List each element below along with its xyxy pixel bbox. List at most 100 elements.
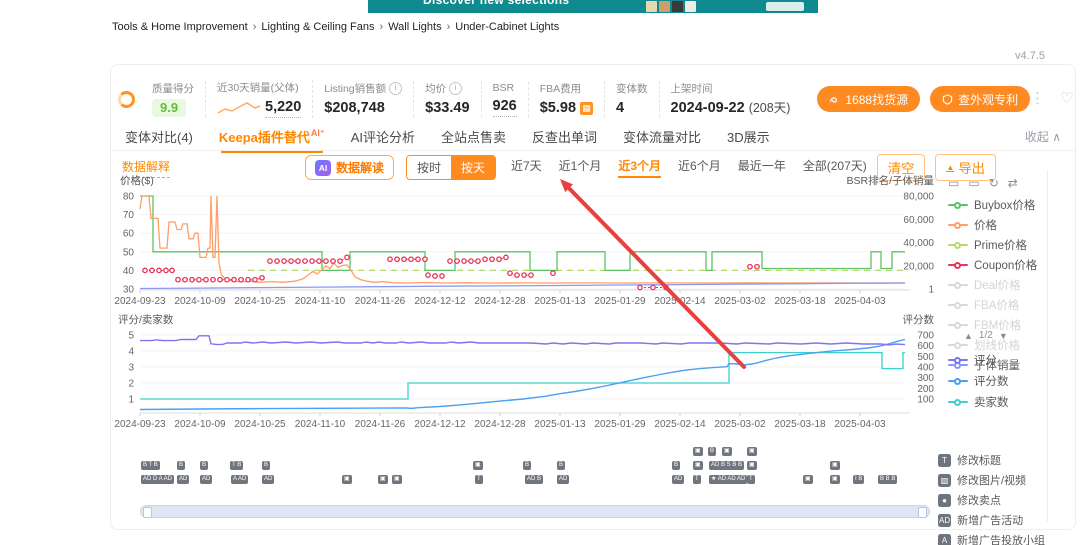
range-1y[interactable]: 最近一年 bbox=[737, 159, 786, 173]
tab-all-site-selling[interactable]: 全站点售卖 bbox=[440, 129, 506, 145]
event-badge[interactable]: AD bbox=[557, 475, 570, 484]
slider-right-handle[interactable] bbox=[918, 507, 927, 518]
stat-avg-price: 均价 i $33.49 bbox=[414, 81, 482, 117]
event-badge[interactable]: B T B bbox=[141, 461, 160, 470]
breadcrumb-item[interactable]: Wall Lights bbox=[388, 21, 442, 33]
event-badge[interactable]: AD B bbox=[525, 475, 544, 484]
sales-sparkline bbox=[217, 102, 261, 114]
event-legend-label: 新增广告投放小组 bbox=[957, 535, 1045, 545]
range-7d[interactable]: 近7天 bbox=[510, 159, 542, 173]
stat-label: 近30天销量(父体) bbox=[217, 82, 299, 94]
clear-button[interactable]: 清空 bbox=[876, 154, 926, 181]
legend-label: Coupon价格 bbox=[974, 260, 1038, 272]
event-badge[interactable]: T bbox=[693, 475, 701, 484]
more-icon[interactable]: ⋮ bbox=[1030, 90, 1046, 107]
legend-item-sellers[interactable]: 卖家数 bbox=[948, 394, 1009, 410]
event-badge[interactable]: B bbox=[262, 461, 271, 470]
pager-up-icon[interactable]: ▲ bbox=[964, 330, 973, 341]
legend-item-fbm[interactable]: FBM价格 bbox=[948, 317, 1037, 333]
event-badge[interactable]: ▣ bbox=[803, 475, 813, 484]
event-badge[interactable]: ▣ bbox=[747, 447, 757, 456]
ai-data-insight-button[interactable]: AI 数据解读 bbox=[304, 155, 394, 180]
banner-shop-button[interactable] bbox=[766, 2, 804, 11]
event-badge[interactable]: B bbox=[557, 461, 566, 470]
tab-variant-traffic-compare[interactable]: 变体流量对比 bbox=[623, 129, 702, 145]
event-badge[interactable]: B bbox=[672, 461, 681, 470]
legend-item-deal[interactable]: Deal价格 bbox=[948, 277, 1037, 293]
by-hour-option[interactable]: 按时 bbox=[406, 156, 451, 179]
legend-item-strike[interactable]: 划线价格 bbox=[948, 337, 1037, 353]
breadcrumb-item[interactable]: Lighting & Ceiling Fans bbox=[261, 21, 375, 33]
event-badge[interactable]: B bbox=[708, 447, 717, 456]
tab-keepa-alternative[interactable]: Keepa插件替代AI⁺ bbox=[218, 128, 325, 153]
range-3m[interactable]: 近3个月 bbox=[618, 157, 662, 178]
fba-calculator-icon[interactable]: ▦ bbox=[580, 101, 594, 115]
event-badge[interactable]: ▣ bbox=[830, 475, 840, 484]
legend-label: 卖家数 bbox=[974, 397, 1009, 409]
event-badge[interactable]: AD D A AD bbox=[141, 475, 175, 484]
event-badge[interactable]: T B bbox=[230, 461, 244, 470]
legend-item-reviews[interactable]: 评分数 bbox=[948, 373, 1009, 389]
event-badge[interactable]: ▣ bbox=[392, 475, 402, 484]
event-badge[interactable]: B bbox=[200, 461, 209, 470]
range-1m[interactable]: 近1个月 bbox=[558, 159, 602, 173]
legend-item-rating[interactable]: 评分 bbox=[948, 352, 1009, 368]
favorite-heart-icon[interactable]: ♡ bbox=[1060, 90, 1074, 107]
event-badge[interactable]: ▣ bbox=[830, 461, 840, 470]
refresh-icon[interactable]: ↻ bbox=[988, 176, 999, 190]
crop-icon[interactable]: ▭ bbox=[948, 176, 960, 190]
event-badge[interactable]: T bbox=[475, 475, 483, 484]
compare-icon[interactable]: ⇄ bbox=[1007, 176, 1018, 190]
legend-item-buybox[interactable]: Buybox价格 bbox=[948, 197, 1037, 213]
screenshot-icon[interactable]: ▭ bbox=[968, 176, 980, 190]
info-icon[interactable]: i bbox=[449, 82, 463, 95]
breadcrumb-item[interactable]: Tools & Home Improvement bbox=[112, 21, 248, 33]
event-badge[interactable]: T bbox=[747, 475, 755, 484]
legend-swatch bbox=[948, 341, 968, 349]
event-badge[interactable]: AD bbox=[177, 475, 190, 484]
range-all[interactable]: 全部(207天) bbox=[802, 159, 867, 173]
slider-left-handle[interactable] bbox=[143, 507, 152, 518]
tab-variant-compare[interactable]: 变体对比(4) bbox=[125, 129, 193, 145]
legend-item-sales[interactable]: 子体销量 bbox=[948, 357, 1037, 373]
event-badge[interactable]: B bbox=[523, 461, 532, 470]
legend-item-price[interactable]: 价格 bbox=[948, 217, 1037, 233]
range-6m[interactable]: 近6个月 bbox=[678, 159, 721, 173]
collapse-toggle[interactable]: 收起 ∧ bbox=[1024, 129, 1061, 144]
legend-item-coupon[interactable]: Coupon价格 bbox=[948, 257, 1037, 273]
by-day-option[interactable]: 按天 bbox=[450, 156, 495, 179]
stat-value[interactable]: 926 bbox=[492, 97, 517, 117]
event-badge[interactable]: ▣ bbox=[378, 475, 388, 484]
check-design-patent-button[interactable]: 查外观专利 bbox=[930, 86, 1031, 112]
breadcrumb-item[interactable]: Under-Cabinet Lights bbox=[455, 21, 560, 33]
legend-item-fba[interactable]: FBA价格 bbox=[948, 297, 1037, 313]
stat-value[interactable]: 5,220 bbox=[265, 98, 302, 118]
event-badge[interactable]: ▣ bbox=[693, 447, 703, 456]
event-badge[interactable]: AD B S B B bbox=[709, 461, 745, 470]
event-badge[interactable]: ▣ bbox=[693, 461, 703, 470]
event-badge[interactable]: I B bbox=[853, 475, 865, 484]
event-badge[interactable]: A AD bbox=[231, 475, 249, 484]
legend-label: 划线价格 bbox=[974, 340, 1020, 352]
event-badge[interactable]: AD bbox=[672, 475, 685, 484]
event-badge[interactable]: ▣ bbox=[342, 475, 352, 484]
legend-item-prime[interactable]: Prime价格 bbox=[948, 237, 1037, 253]
data-explain-link[interactable]: 数据解释 bbox=[122, 158, 171, 178]
event-badge[interactable]: ▣ bbox=[722, 447, 732, 456]
date-range-slider[interactable] bbox=[140, 505, 930, 518]
event-badge[interactable]: ▣ bbox=[473, 461, 483, 470]
event-badge[interactable]: AD bbox=[262, 475, 275, 484]
event-badge[interactable]: ★ AD AD AD bbox=[709, 475, 748, 484]
event-badge[interactable]: AD bbox=[200, 475, 213, 484]
event-badge[interactable]: B B B bbox=[878, 475, 898, 484]
event-badge[interactable]: B bbox=[177, 461, 186, 470]
event-badge[interactable]: ▣ bbox=[747, 461, 757, 470]
tab-3d-display[interactable]: 3D展示 bbox=[727, 129, 770, 145]
tab-ai-review-analysis[interactable]: AI评论分析 bbox=[350, 129, 415, 145]
promo-banner[interactable]: Discover new selections bbox=[368, 0, 818, 13]
info-icon[interactable]: i bbox=[389, 82, 403, 95]
export-button[interactable]: ▲ 导出 bbox=[935, 154, 996, 181]
find-supplier-1688-button[interactable]: 1688找货源 bbox=[817, 86, 921, 112]
pager-down-icon[interactable]: ▼ bbox=[998, 330, 1008, 341]
tab-reverse-keyword[interactable]: 反查出单词 bbox=[532, 129, 598, 145]
